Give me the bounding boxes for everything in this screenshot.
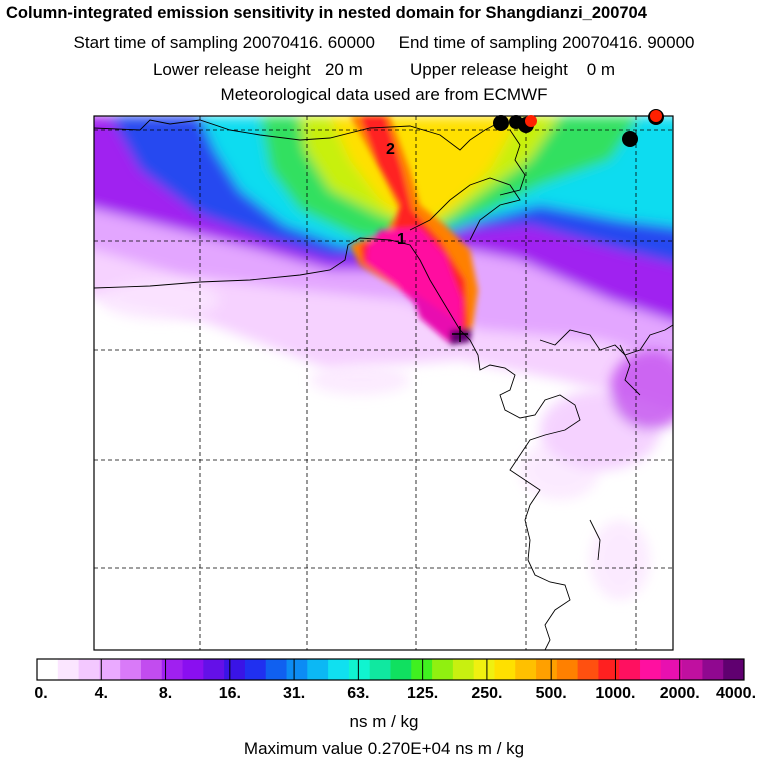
colorbar-tick-label: 8. — [158, 685, 173, 702]
sampling-time-line: Start time of sampling 20070416. 60000 E… — [0, 33, 768, 53]
coastlines-borders — [94, 119, 673, 650]
maximum-value-label: Maximum value — [243, 739, 363, 758]
colorbar-swatch — [265, 659, 288, 680]
colorbar-swatch — [286, 659, 308, 680]
contour-label-1: 1 — [397, 231, 406, 248]
colorbar-swatch — [411, 659, 433, 680]
end-time-value: 20070416. 90000 — [562, 33, 695, 52]
colorbar-unit: ns m / kg — [349, 712, 419, 731]
colorbar-swatch — [57, 659, 80, 680]
release-height-line: Lower release height 20 m Upper release … — [0, 60, 768, 80]
maximum-value: 0.270E+04 ns m / kg — [367, 739, 525, 758]
colorbar-tick-label: 4. — [94, 685, 108, 702]
upper-height-label: Upper release height — [409, 60, 568, 79]
colorbar-tick-label: 2000. — [659, 685, 700, 702]
colorbar-swatch — [473, 659, 495, 680]
colorbar-swatch — [224, 659, 246, 680]
colorbar-swatch — [494, 659, 516, 680]
colorbar-swatch — [515, 659, 537, 680]
colorbar-swatch — [681, 659, 703, 680]
colorbar-tick-label: 63. — [347, 685, 370, 702]
colorbar-swatch — [390, 659, 412, 680]
colorbar-swatch — [660, 659, 683, 680]
colorbar-swatch — [640, 659, 662, 680]
colorbar-swatch — [577, 659, 599, 680]
colorbar-tick-label: 16. — [218, 685, 241, 702]
colorbar-tick-label: 31. — [282, 685, 306, 702]
map-title: Column-integrated emission sensitivity i… — [6, 4, 647, 22]
release-site-marker — [452, 326, 468, 342]
colorbar-swatch — [244, 659, 267, 680]
lower-height-label: Lower release height — [152, 60, 311, 79]
colorbar — [36, 659, 745, 680]
colorbar-swatch — [78, 659, 100, 680]
colorbar-tick-label: 500. — [535, 685, 567, 702]
colorbar-tick-label: 250. — [471, 685, 503, 702]
colorbar-swatch — [702, 659, 724, 680]
colorbar-swatch — [182, 659, 204, 680]
colorbar-swatch — [598, 659, 620, 680]
colorbar-swatch — [120, 659, 142, 680]
end-time-label: End time of sampling — [398, 33, 558, 52]
start-time-label: Start time of sampling — [73, 33, 238, 52]
colorbar-swatch — [140, 659, 163, 680]
met-data-line: Meteorological data used are from ECMWF — [220, 85, 548, 104]
colorbar-swatch — [328, 659, 350, 680]
colorbar-tick-label: 125. — [407, 685, 439, 702]
colorbar-frame — [36, 658, 745, 681]
colorbar-swatch — [723, 659, 745, 680]
colorbar-swatch — [99, 659, 121, 680]
colorbar-swatch — [161, 659, 184, 680]
maximum-value-line: Maximum value 0.270E+04 ns m / kg — [0, 739, 768, 759]
colorbar-tick-label: 4000. — [715, 685, 757, 702]
colorbar-swatch — [348, 659, 371, 680]
colorbar-tick-label: 0. — [34, 685, 48, 702]
lower-height-value: 20 m — [324, 60, 363, 79]
colorbar-swatch — [37, 659, 59, 680]
colorbar-swatch — [452, 659, 475, 680]
colorbar-swatch — [619, 659, 641, 680]
colorbar-swatch — [536, 659, 558, 680]
start-time-value: 20070416. 60000 — [242, 33, 376, 52]
colorbar-swatch — [556, 659, 579, 680]
contour-label-2: 2 — [386, 141, 395, 158]
colorbar-swatch — [369, 659, 391, 680]
colorbar-swatch — [432, 659, 454, 680]
location-dots — [493, 109, 664, 147]
sensitivity-field — [94, 116, 673, 650]
map-frame — [93, 115, 674, 651]
colorbar-tick-label: 1000. — [595, 685, 636, 702]
upper-height-value: 0 m — [586, 60, 616, 79]
lat-lon-grid — [94, 116, 673, 650]
colorbar-swatch — [307, 659, 329, 680]
colorbar-swatch — [203, 659, 225, 680]
